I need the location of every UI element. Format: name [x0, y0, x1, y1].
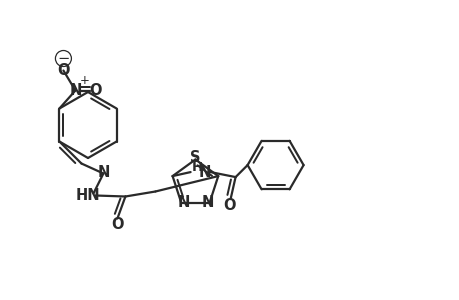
Text: O: O: [111, 217, 123, 232]
Text: N: N: [69, 83, 81, 98]
Text: +: +: [79, 74, 89, 87]
Text: S: S: [190, 150, 200, 165]
Text: HN: HN: [76, 188, 101, 203]
Text: −: −: [57, 51, 69, 66]
Text: O: O: [89, 83, 101, 98]
Text: H: H: [191, 160, 203, 174]
Text: N: N: [198, 165, 210, 180]
Text: N: N: [177, 195, 189, 210]
Text: N: N: [201, 195, 213, 210]
Text: N: N: [97, 165, 109, 180]
Text: O: O: [223, 198, 235, 213]
Text: O: O: [57, 63, 69, 78]
